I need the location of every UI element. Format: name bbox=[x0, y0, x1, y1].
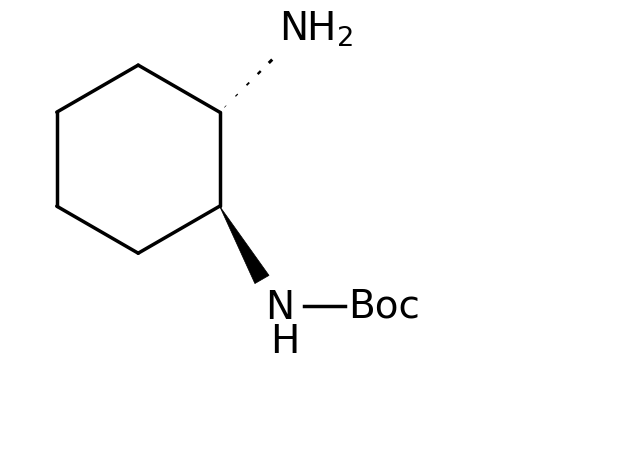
Text: Boc: Boc bbox=[348, 287, 420, 326]
Polygon shape bbox=[220, 206, 269, 283]
Text: N: N bbox=[265, 289, 294, 327]
Text: H: H bbox=[270, 323, 300, 361]
Text: NH$_2$: NH$_2$ bbox=[279, 10, 353, 49]
